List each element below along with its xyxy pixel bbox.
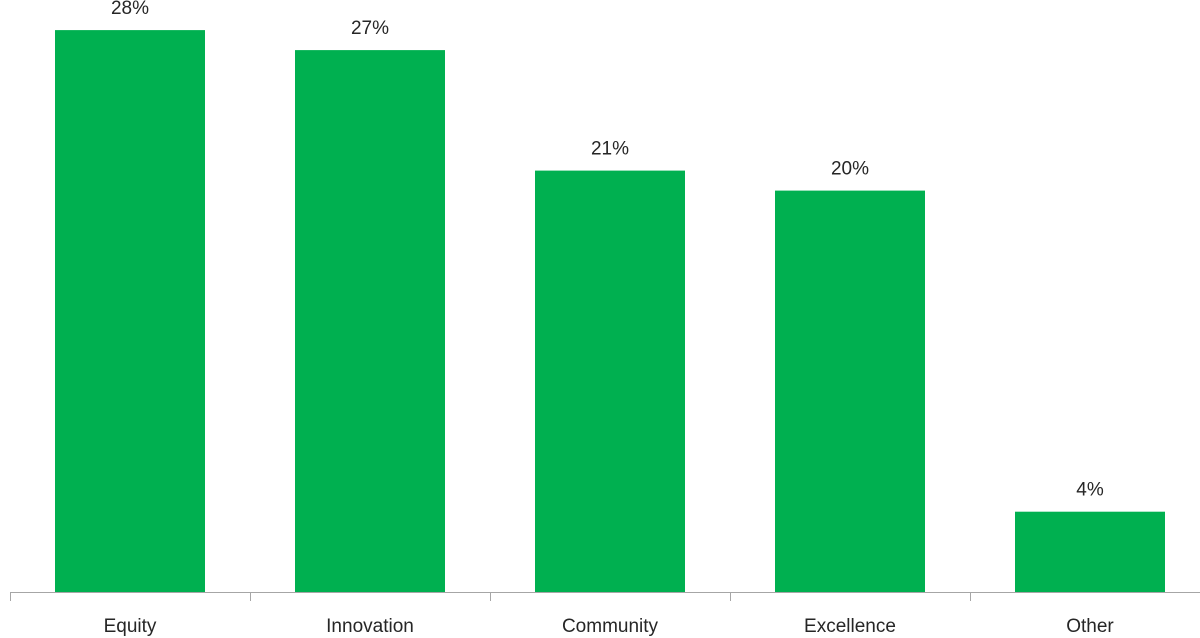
data-label-community: 21% xyxy=(591,139,629,160)
bar-community xyxy=(535,170,685,592)
category-label-equity: Equity xyxy=(104,616,157,637)
bar-equity xyxy=(55,30,205,593)
data-label-other: 4% xyxy=(1076,480,1104,501)
bars-layer xyxy=(55,30,1165,593)
data-label-innovation: 27% xyxy=(351,18,389,39)
category-label-innovation: Innovation xyxy=(326,616,414,637)
category-label-community: Community xyxy=(562,616,659,637)
bar-excellence xyxy=(775,190,925,592)
category-label-other: Other xyxy=(1066,616,1114,637)
data-label-excellence: 20% xyxy=(831,159,869,180)
labels-layer: 28% Equity 27% Innovation 21% Community 20% Exc… xyxy=(104,0,1115,637)
category-label-excellence: Excellence xyxy=(804,616,896,637)
bar-innovation xyxy=(295,50,445,593)
x-axis xyxy=(10,592,1200,601)
bar-other xyxy=(1015,511,1165,592)
data-label-equity: 28% xyxy=(111,0,149,19)
